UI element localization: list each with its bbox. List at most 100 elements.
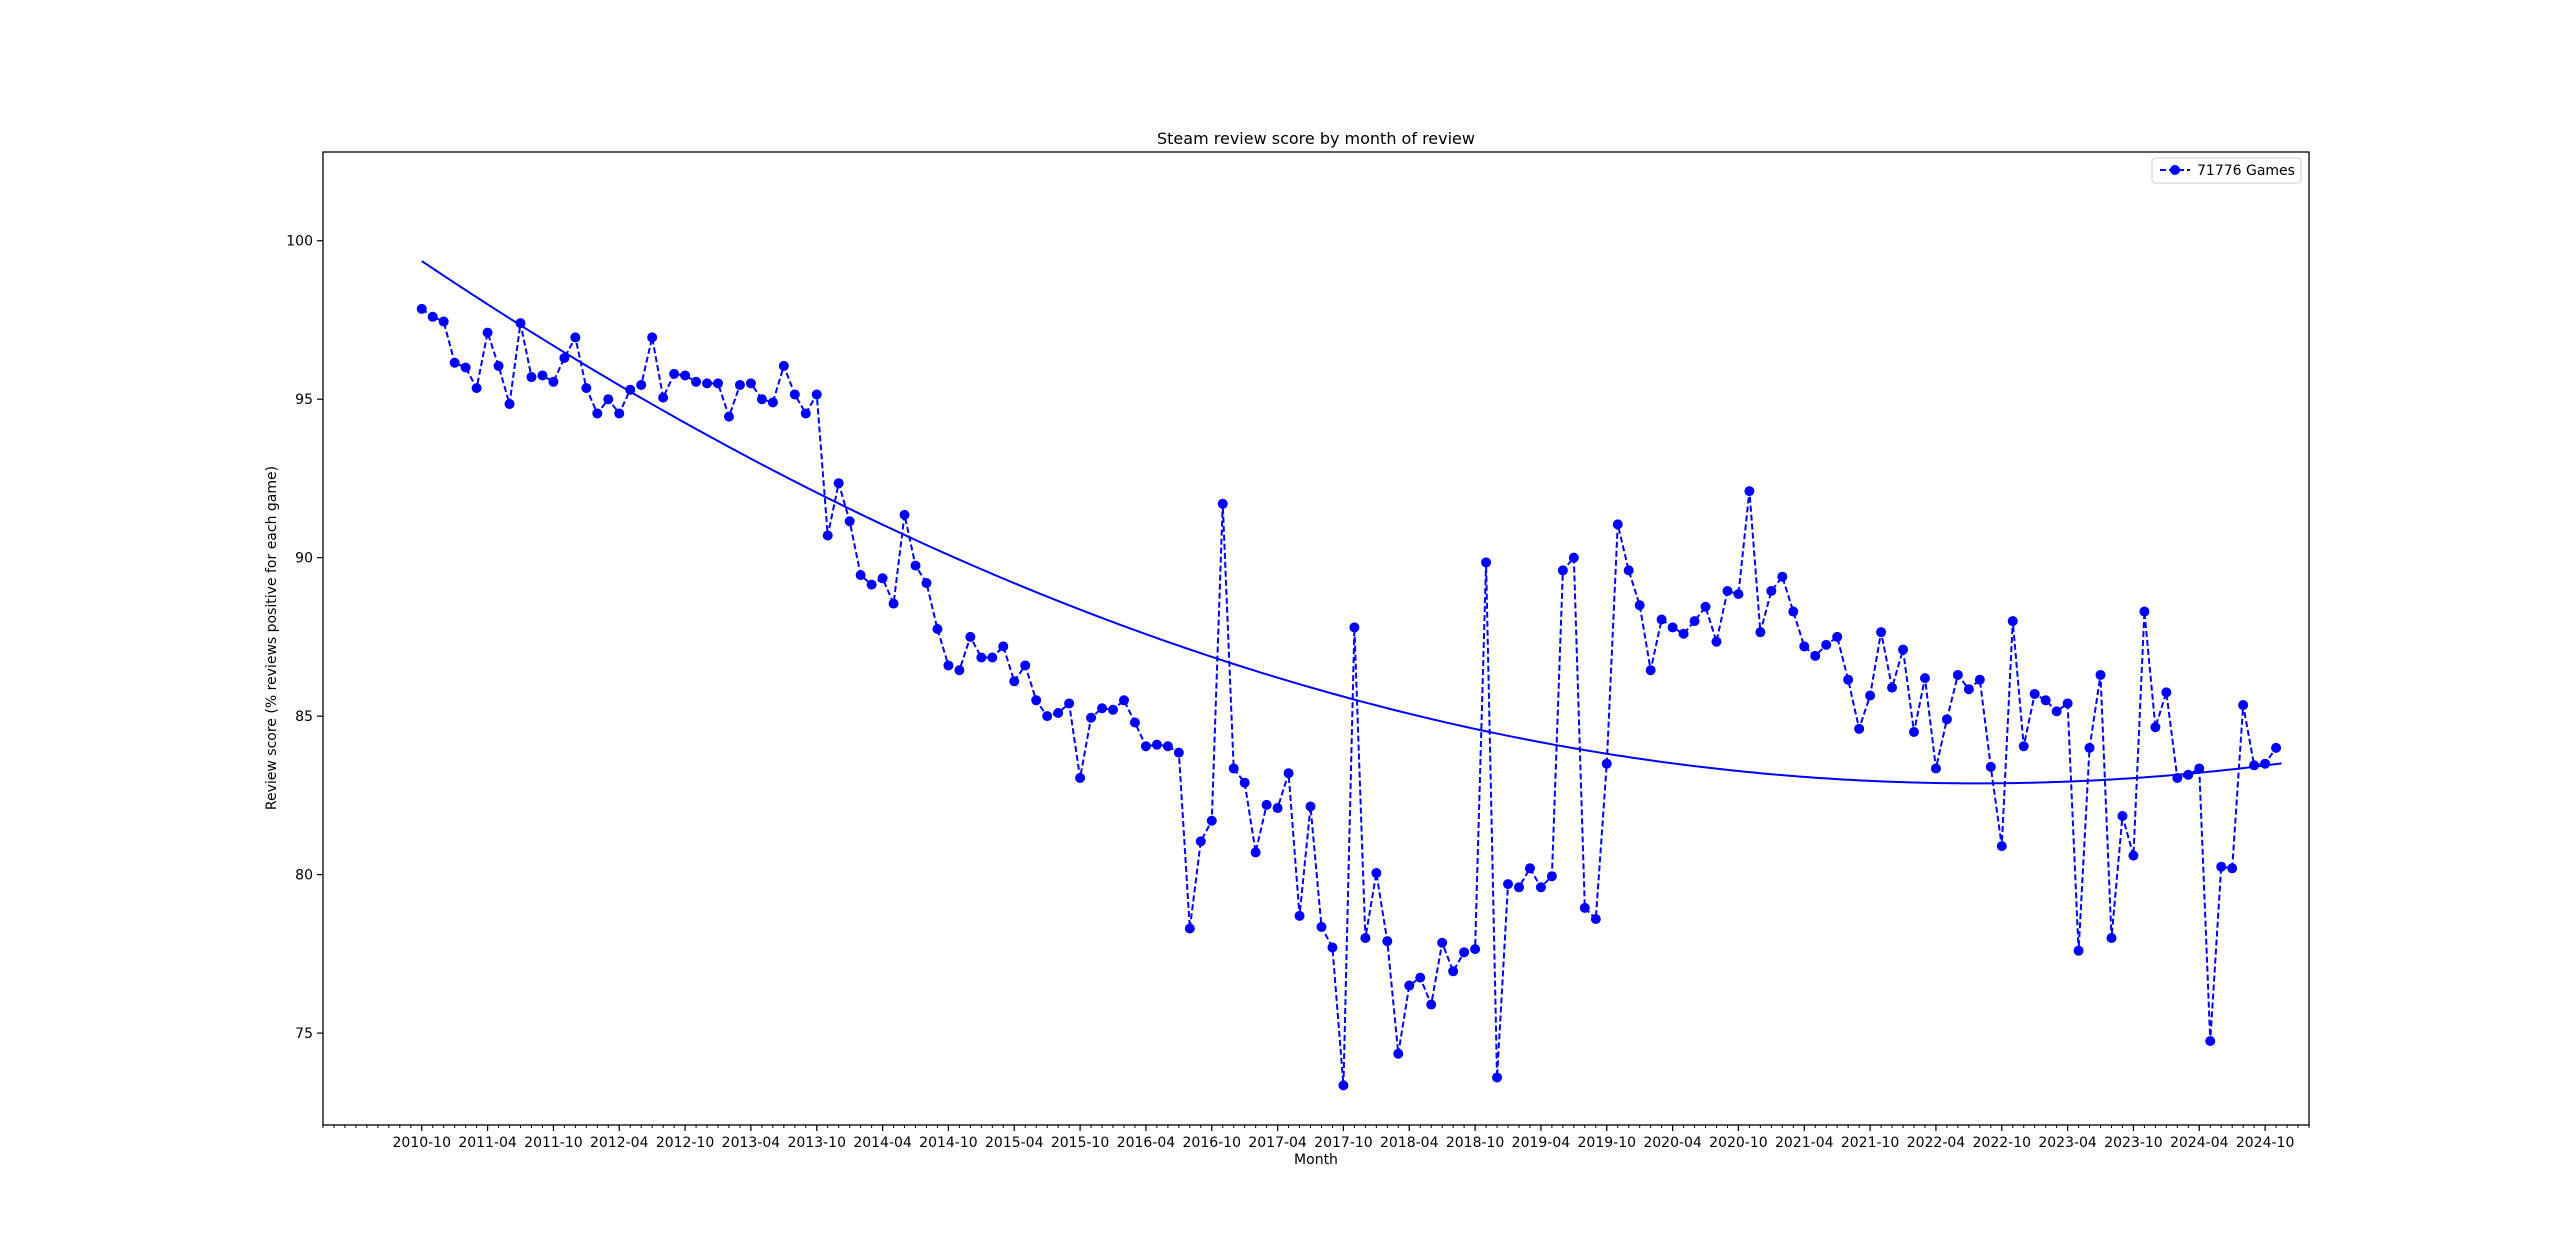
data-point (1283, 768, 1294, 779)
data-point (449, 357, 460, 368)
data-point (2051, 706, 2062, 717)
data-point (493, 360, 504, 371)
data-point (658, 392, 669, 403)
data-point (943, 660, 954, 671)
data-point (2150, 722, 2161, 733)
data-point (1053, 707, 1064, 718)
data-point (2238, 700, 2249, 711)
data-point (1239, 777, 1250, 788)
x-tick-label: 2010-10 (393, 1135, 452, 1151)
data-point (1042, 711, 1053, 722)
data-point (1162, 741, 1173, 752)
x-tick-label: 2021-04 (1775, 1135, 1834, 1151)
data-point (1810, 650, 1821, 661)
x-tick-label: 2022-10 (1973, 1135, 2032, 1151)
data-point (1843, 674, 1854, 685)
data-point (723, 411, 734, 422)
x-tick-label: 2021-10 (1841, 1135, 1900, 1151)
data-point (669, 368, 680, 379)
data-point (2205, 1036, 2216, 1047)
data-point (581, 383, 592, 394)
data-point (2007, 616, 2018, 627)
data-point (1623, 565, 1634, 576)
data-point (1129, 717, 1140, 728)
data-point (1908, 727, 1919, 737)
data-point (1667, 622, 1678, 633)
data-point (1634, 600, 1645, 611)
data-point (647, 332, 658, 343)
data-point (2117, 810, 2128, 821)
data-point (833, 478, 844, 489)
x-tick-label: 2014-10 (919, 1135, 978, 1151)
legend-marker (2170, 165, 2180, 175)
data-point (1876, 627, 1887, 638)
x-tick-label: 2023-04 (2038, 1135, 2097, 1151)
data-point (855, 570, 866, 581)
data-point (1272, 803, 1283, 814)
data-point (680, 370, 691, 381)
data-point (1974, 674, 1985, 685)
data-point (1985, 761, 1996, 772)
data-point (2095, 669, 2106, 680)
data-point (1601, 758, 1612, 769)
data-point (1206, 815, 1217, 826)
data-point (1755, 627, 1766, 638)
data-point (1470, 944, 1481, 955)
data-point (921, 578, 932, 589)
x-tick-label: 2023-10 (2104, 1135, 2163, 1151)
data-point (1360, 933, 1371, 944)
data-point (1404, 980, 1415, 991)
data-point (954, 665, 965, 676)
data-point (1799, 641, 1810, 652)
data-point (1261, 799, 1272, 810)
data-point (1075, 772, 1086, 783)
data-point (1777, 571, 1788, 582)
data-point (2260, 758, 2271, 769)
data-point (2073, 945, 2084, 956)
data-point (976, 652, 987, 663)
data-point (1031, 695, 1042, 706)
data-point (2084, 742, 2095, 753)
x-tick-label: 2013-04 (722, 1135, 781, 1151)
data-point (822, 530, 833, 541)
series-line (421, 308, 2277, 1086)
data-point (866, 579, 877, 590)
data-point (811, 389, 822, 400)
data-point (460, 362, 471, 373)
data-point (1733, 589, 1744, 600)
data-point (1448, 966, 1459, 977)
data-point (1020, 660, 1031, 671)
data-point (1481, 557, 1492, 568)
data-point (1250, 847, 1261, 858)
data-point (756, 394, 767, 405)
data-point (636, 379, 647, 390)
data-point (2029, 688, 2040, 699)
legend-box (2151, 157, 2302, 184)
data-point (1546, 871, 1557, 882)
data-point (2128, 850, 2139, 861)
data-point (767, 397, 778, 408)
plot-frame (322, 151, 2310, 1126)
y-tick-label: 85 (295, 709, 313, 725)
chart-title: Steam review score by month of review (1157, 129, 1475, 148)
data-point (1151, 739, 1162, 750)
data-point (1097, 703, 1108, 714)
data-point (965, 631, 976, 642)
data-point (2106, 933, 2117, 944)
x-tick-label: 2016-10 (1183, 1135, 1242, 1151)
data-point (2249, 760, 2260, 771)
data-point (1963, 684, 1974, 695)
x-tick-label: 2017-04 (1248, 1135, 1307, 1151)
data-point (592, 408, 603, 419)
data-point (1590, 913, 1601, 924)
data-point (1437, 937, 1448, 948)
x-tick-label: 2015-10 (1051, 1135, 1110, 1151)
data-point (2139, 606, 2150, 617)
y-axis-label: Review score (% reviews positive for eac… (264, 466, 280, 810)
data-point (1854, 723, 1865, 734)
data-point (1766, 585, 1777, 596)
data-point (877, 573, 888, 584)
x-tick-label: 2015-04 (985, 1135, 1044, 1151)
data-point (603, 394, 614, 405)
data-point (1930, 763, 1941, 774)
